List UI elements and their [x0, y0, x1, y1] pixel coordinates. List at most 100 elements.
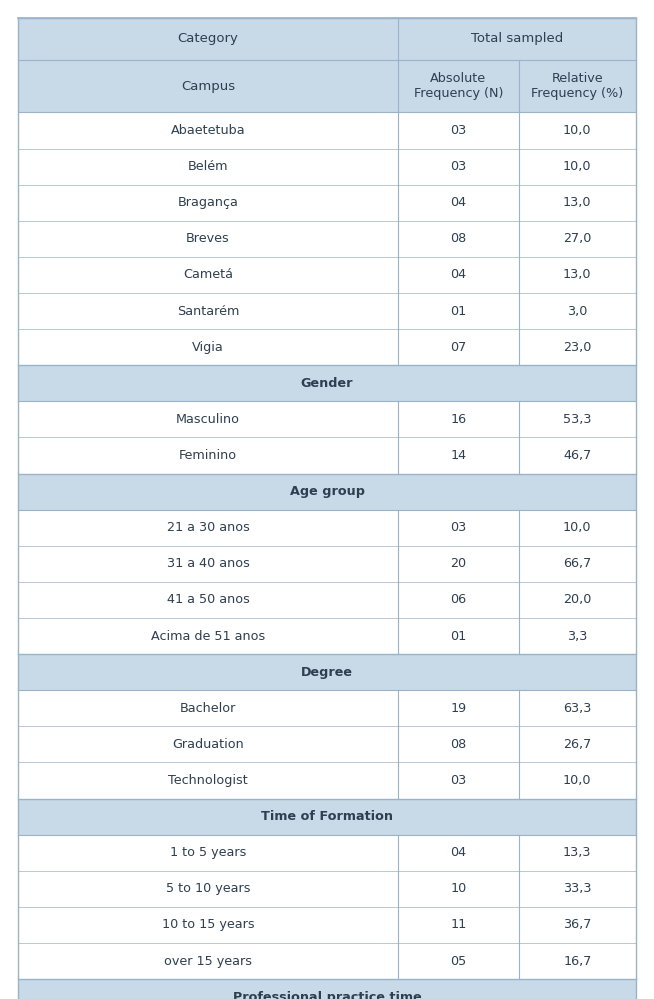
Bar [18, 60, 398, 113]
Bar [398, 257, 519, 293]
Bar [18, 798, 636, 835]
Bar [398, 907, 519, 943]
Bar [519, 60, 636, 113]
Bar [398, 149, 519, 185]
Bar [18, 835, 398, 871]
Bar [519, 545, 636, 581]
Text: 03: 03 [450, 521, 466, 534]
Text: 11: 11 [450, 918, 466, 931]
Text: 16,7: 16,7 [563, 955, 591, 968]
Text: 13,0: 13,0 [563, 269, 591, 282]
Bar [18, 329, 398, 366]
Bar [18, 185, 398, 221]
Bar [398, 690, 519, 726]
Bar [519, 726, 636, 762]
Text: 03: 03 [450, 124, 466, 137]
Bar [18, 149, 398, 185]
Text: 10,0: 10,0 [563, 774, 591, 787]
Bar [519, 618, 636, 654]
Bar [18, 726, 398, 762]
Bar [519, 943, 636, 979]
Bar [519, 835, 636, 871]
Text: 21 a 30 anos: 21 a 30 anos [167, 521, 249, 534]
Text: Technologist: Technologist [168, 774, 248, 787]
Text: 05: 05 [450, 955, 466, 968]
Text: 36,7: 36,7 [563, 918, 591, 931]
Bar [519, 149, 636, 185]
Text: 14: 14 [450, 449, 466, 462]
Bar [18, 907, 398, 943]
Bar [398, 618, 519, 654]
Text: 06: 06 [450, 593, 466, 606]
Bar [398, 113, 519, 149]
Text: 10,0: 10,0 [563, 124, 591, 137]
Text: 03: 03 [450, 774, 466, 787]
Bar [18, 18, 398, 60]
Text: Degree: Degree [301, 665, 353, 678]
Bar [519, 221, 636, 257]
Bar [18, 943, 398, 979]
Bar [519, 690, 636, 726]
Bar [519, 329, 636, 366]
Text: Total sampled: Total sampled [471, 32, 563, 45]
Text: Age group: Age group [290, 486, 364, 499]
Bar [398, 545, 519, 581]
Bar [18, 474, 636, 509]
Bar [398, 726, 519, 762]
Bar [18, 545, 398, 581]
Bar [18, 366, 636, 402]
Text: 08: 08 [450, 738, 466, 751]
Text: 3,3: 3,3 [567, 629, 587, 642]
Bar [18, 762, 398, 798]
Text: 04: 04 [450, 269, 466, 282]
Text: 66,7: 66,7 [563, 557, 591, 570]
Bar [18, 438, 398, 474]
Bar [398, 509, 519, 545]
Bar [398, 943, 519, 979]
Bar [519, 762, 636, 798]
Text: Category: Category [178, 32, 239, 45]
Bar [398, 221, 519, 257]
Text: 53,3: 53,3 [563, 413, 591, 426]
Bar [18, 618, 398, 654]
Bar [519, 581, 636, 618]
Bar [519, 185, 636, 221]
Text: 08: 08 [450, 233, 466, 246]
Text: Breves: Breves [186, 233, 230, 246]
Text: Bragança: Bragança [178, 196, 239, 209]
Text: Absolute
Frequency (N): Absolute Frequency (N) [413, 72, 503, 100]
Text: Vigia: Vigia [192, 341, 224, 354]
Text: Abaetetuba: Abaetetuba [171, 124, 245, 137]
Bar [398, 871, 519, 907]
Text: Gender: Gender [301, 377, 353, 390]
Bar [398, 762, 519, 798]
Text: 04: 04 [450, 846, 466, 859]
Bar [398, 293, 519, 329]
Text: Masculino: Masculino [176, 413, 240, 426]
Text: 31 a 40 anos: 31 a 40 anos [167, 557, 249, 570]
Text: 33,3: 33,3 [563, 882, 591, 895]
Text: 3,0: 3,0 [567, 305, 587, 318]
Bar [519, 113, 636, 149]
Bar [519, 293, 636, 329]
Text: 20,0: 20,0 [563, 593, 591, 606]
Text: Campus: Campus [181, 80, 235, 93]
Bar [18, 979, 636, 999]
Bar [519, 871, 636, 907]
Text: 07: 07 [450, 341, 466, 354]
Bar [18, 113, 398, 149]
Text: 5 to 10 years: 5 to 10 years [165, 882, 250, 895]
Bar [398, 581, 519, 618]
Bar [18, 654, 636, 690]
Text: 41 a 50 anos: 41 a 50 anos [167, 593, 249, 606]
Bar [519, 438, 636, 474]
Text: Bachelor: Bachelor [180, 701, 236, 714]
Bar [18, 690, 398, 726]
Text: Acima de 51 anos: Acima de 51 anos [151, 629, 265, 642]
Text: 16: 16 [450, 413, 466, 426]
Bar [519, 907, 636, 943]
Bar [18, 581, 398, 618]
Text: 1 to 5 years: 1 to 5 years [170, 846, 246, 859]
Bar [519, 402, 636, 438]
Bar [398, 438, 519, 474]
